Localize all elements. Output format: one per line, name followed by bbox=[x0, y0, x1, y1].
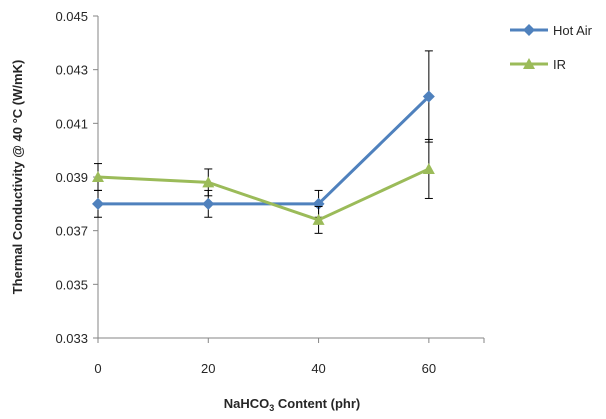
x-tick-label: 60 bbox=[422, 361, 436, 376]
x-ticks: 0 20 40 60 bbox=[94, 338, 485, 376]
series-ir bbox=[92, 138, 435, 234]
data-point-ir bbox=[202, 176, 215, 188]
y-tick-label: 0.035 bbox=[55, 277, 88, 292]
x-axis-title-subscript: 3 bbox=[269, 403, 274, 413]
y-axis-title: Thermal Conductivity @ 40 °C (W/mK) bbox=[10, 60, 25, 295]
data-point-ir bbox=[422, 162, 435, 174]
legend-label-hot-air: Hot Air bbox=[553, 23, 593, 38]
y-tick-label: 0.041 bbox=[55, 116, 88, 131]
data-point-hot-air bbox=[92, 197, 104, 210]
data-point-ir bbox=[92, 171, 104, 182]
data-point-hot-air bbox=[422, 90, 435, 103]
y-tick-label: 0.043 bbox=[55, 63, 88, 78]
data-point-hot-air bbox=[202, 197, 215, 210]
series-hot-air bbox=[92, 50, 435, 218]
legend-label-ir: IR bbox=[553, 57, 566, 72]
x-axis-title: NaHCO3 Content (phr) bbox=[224, 396, 360, 413]
legend-marker-ir bbox=[523, 58, 535, 69]
x-axis-title-rest: Content (phr) bbox=[274, 396, 360, 411]
series-layer bbox=[92, 50, 435, 234]
y-ticks: 0.033 0.035 0.037 0.039 0.041 0.043 0.045 bbox=[55, 9, 98, 346]
x-tick-label: 0 bbox=[94, 361, 101, 376]
y-tick-label: 0.039 bbox=[55, 170, 88, 185]
x-tick-label: 20 bbox=[201, 361, 215, 376]
y-tick-label: 0.045 bbox=[55, 9, 88, 24]
y-tick-label: 0.037 bbox=[55, 224, 88, 239]
data-point-ir bbox=[312, 213, 325, 225]
legend: Hot Air IR bbox=[510, 23, 593, 72]
series-line-hot-air bbox=[98, 95, 430, 206]
legend-item-ir: IR bbox=[510, 57, 566, 72]
axes bbox=[97, 16, 484, 339]
x-axis-title-main: NaHCO bbox=[224, 396, 270, 411]
legend-marker-hot-air bbox=[523, 24, 535, 36]
x-tick-label: 40 bbox=[311, 361, 325, 376]
y-tick-label: 0.033 bbox=[55, 331, 88, 346]
series-line-ir bbox=[97, 167, 430, 222]
legend-item-hot-air: Hot Air bbox=[510, 23, 593, 38]
